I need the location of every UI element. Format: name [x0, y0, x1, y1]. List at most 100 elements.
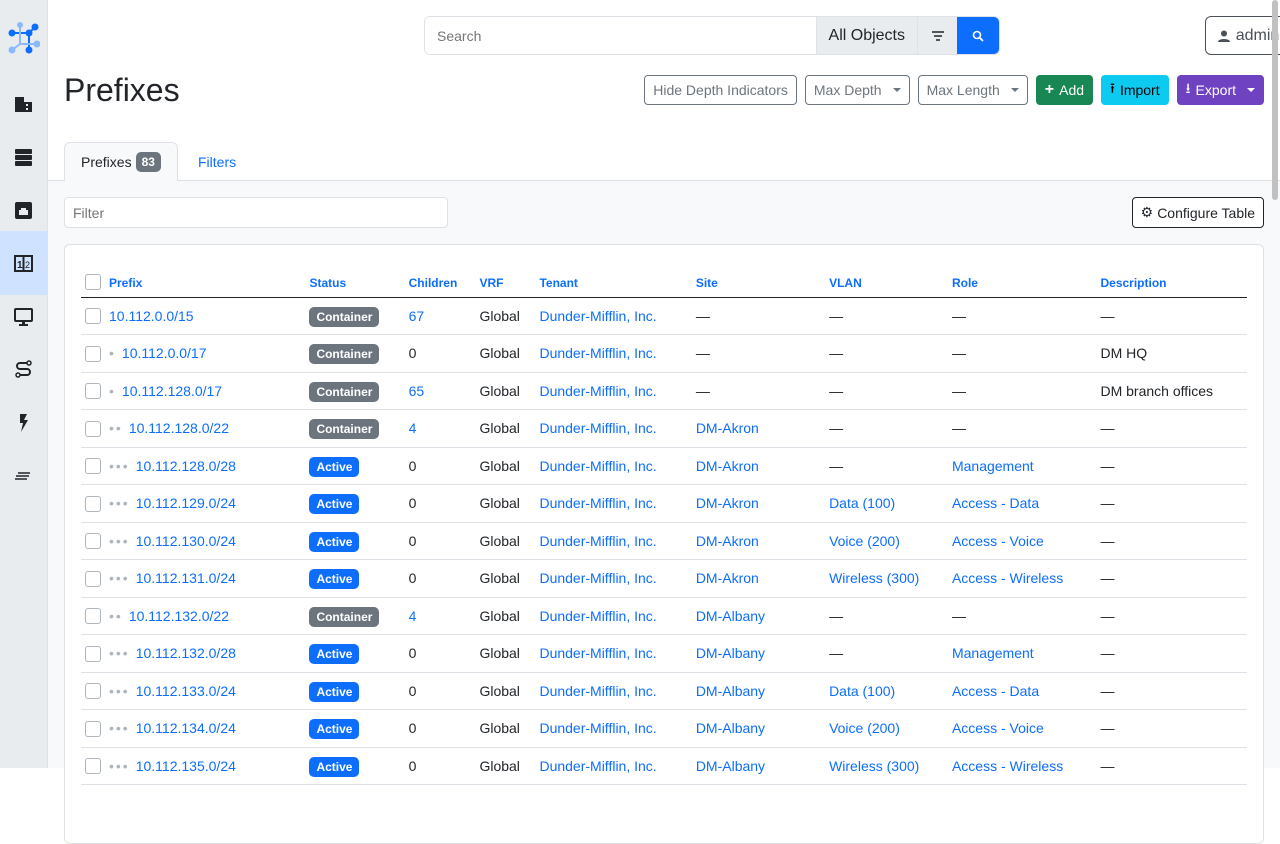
role-link[interactable]: Access - Voice [951, 720, 1044, 737]
prefix-link[interactable]: 10.112.132.0/28 [135, 645, 236, 662]
column-header-tenant[interactable]: Tenant [535, 265, 692, 298]
site-link[interactable]: DM-Albany [695, 682, 766, 699]
column-header-prefix[interactable]: Prefix [105, 265, 306, 298]
row-checkbox[interactable] [85, 758, 101, 775]
column-header-site[interactable]: Site [691, 265, 826, 298]
column-header-vlan[interactable]: VLAN [825, 265, 948, 298]
column-header-description[interactable]: Description [1096, 265, 1247, 298]
tenant-link[interactable]: Dunder-Mifflin, Inc. [539, 682, 657, 699]
tab-filters[interactable]: Filters [198, 153, 237, 170]
prefix-link[interactable]: 10.112.128.0/22 [128, 420, 229, 437]
sidebar-item-other[interactable] [0, 443, 47, 507]
prefix-link[interactable]: 10.112.129.0/24 [135, 495, 236, 512]
vlan-link[interactable]: Voice (200) [829, 720, 900, 737]
tenant-link[interactable]: Dunder-Mifflin, Inc. [539, 420, 657, 437]
search-scope-select[interactable]: All Objects [815, 17, 917, 54]
sidebar-item-circuits[interactable] [0, 337, 47, 401]
search-button[interactable] [957, 17, 999, 54]
site-link[interactable]: DM-Albany [695, 720, 766, 737]
role-link[interactable]: Access - Wireless [951, 570, 1064, 587]
max-length-dropdown[interactable]: Max Length [917, 75, 1028, 105]
role-link[interactable]: Access - Wireless [951, 757, 1064, 774]
tenant-link[interactable]: Dunder-Mifflin, Inc. [539, 457, 657, 474]
site-link[interactable]: DM-Akron [695, 457, 759, 474]
row-checkbox[interactable] [85, 345, 101, 362]
vlan-link[interactable]: Voice (200) [829, 532, 900, 549]
netbox-logo-icon[interactable] [8, 22, 41, 57]
prefix-link[interactable]: 10.112.128.0/28 [135, 457, 236, 474]
row-checkbox[interactable] [85, 420, 101, 437]
import-button[interactable]: ⭱ Import [1101, 75, 1169, 105]
children-link[interactable]: 67 [408, 307, 425, 324]
column-header-children[interactable]: Children [404, 265, 476, 298]
sidebar-item-power[interactable] [0, 390, 47, 454]
select-all-checkbox[interactable] [85, 273, 101, 290]
vlan-link[interactable]: Data (100) [829, 682, 896, 699]
max-depth-dropdown[interactable]: Max Depth [804, 75, 910, 105]
vlan-link[interactable]: Data (100) [829, 495, 896, 512]
row-checkbox[interactable] [85, 683, 101, 700]
prefix-link[interactable]: 10.112.128.0/17 [121, 382, 223, 399]
prefix-link[interactable]: 10.112.0.0/15 [109, 307, 194, 324]
row-checkbox[interactable] [85, 608, 101, 625]
role-link[interactable]: Management [951, 645, 1034, 662]
search-filter-button[interactable] [917, 17, 957, 54]
tenant-link[interactable]: Dunder-Mifflin, Inc. [539, 607, 657, 624]
prefix-link[interactable]: 10.112.0.0/17 [121, 345, 207, 362]
tenant-link[interactable]: Dunder-Mifflin, Inc. [539, 382, 657, 399]
row-checkbox[interactable] [85, 533, 101, 550]
role-link[interactable]: Access - Data [951, 682, 1040, 699]
site-link[interactable]: DM-Akron [695, 420, 759, 437]
user-menu-button[interactable]: admin [1205, 16, 1280, 55]
site-link[interactable]: DM-Akron [695, 570, 759, 587]
add-button[interactable]: + Add [1035, 75, 1094, 105]
tenant-link[interactable]: Dunder-Mifflin, Inc. [539, 532, 657, 549]
role-link[interactable]: Access - Voice [951, 532, 1044, 549]
tenant-link[interactable]: Dunder-Mifflin, Inc. [539, 345, 657, 362]
export-dropdown[interactable]: ⭳ Export [1176, 75, 1264, 105]
row-checkbox[interactable] [85, 570, 101, 587]
tenant-link[interactable]: Dunder-Mifflin, Inc. [539, 645, 657, 662]
tenant-link[interactable]: Dunder-Mifflin, Inc. [539, 757, 657, 774]
prefix-link[interactable]: 10.112.135.0/24 [135, 757, 236, 774]
sidebar-item-virtualization[interactable] [0, 284, 47, 348]
row-checkbox[interactable] [85, 645, 101, 662]
vlan-link[interactable]: Wireless (300) [829, 570, 920, 587]
sidebar-item-devices[interactable] [0, 125, 47, 189]
role-link[interactable]: Management [951, 457, 1034, 474]
prefix-link[interactable]: 10.112.133.0/24 [135, 682, 236, 699]
row-checkbox[interactable] [85, 495, 101, 512]
search-input[interactable] [425, 17, 816, 54]
row-checkbox[interactable] [85, 720, 101, 737]
site-link[interactable]: DM-Akron [695, 495, 759, 512]
tenant-link[interactable]: Dunder-Mifflin, Inc. [539, 570, 657, 587]
tenant-link[interactable]: Dunder-Mifflin, Inc. [539, 720, 657, 737]
sidebar-item-organization[interactable] [0, 72, 47, 136]
role-link[interactable]: Access - Data [951, 495, 1040, 512]
row-checkbox[interactable] [85, 308, 101, 325]
scrollbar[interactable] [1272, 0, 1278, 200]
tenant-link[interactable]: Dunder-Mifflin, Inc. [539, 495, 657, 512]
prefix-link[interactable]: 10.112.134.0/24 [135, 720, 236, 737]
children-link[interactable]: 4 [408, 607, 417, 624]
row-checkbox[interactable] [85, 458, 101, 475]
children-link[interactable]: 65 [408, 382, 425, 399]
hide-depth-button[interactable]: Hide Depth Indicators [644, 75, 797, 105]
column-header-vrf[interactable]: VRF [475, 265, 536, 298]
site-link[interactable]: DM-Akron [695, 532, 759, 549]
site-link[interactable]: DM-Albany [695, 645, 766, 662]
prefix-link[interactable]: 10.112.130.0/24 [135, 532, 236, 549]
site-link[interactable]: DM-Albany [695, 607, 766, 624]
table-filter-input[interactable] [64, 197, 448, 228]
configure-table-button[interactable]: ⚙ Configure Table [1131, 197, 1264, 228]
column-header-role[interactable]: Role [947, 265, 1097, 298]
tenant-link[interactable]: Dunder-Mifflin, Inc. [539, 307, 657, 324]
children-link[interactable]: 4 [408, 420, 417, 437]
sidebar-item-connections[interactable] [0, 178, 47, 242]
site-link[interactable]: DM-Albany [695, 757, 766, 774]
column-header-status[interactable]: Status [305, 265, 405, 298]
prefix-link[interactable]: 10.112.132.0/22 [128, 607, 229, 624]
prefix-link[interactable]: 10.112.131.0/24 [135, 570, 236, 587]
row-checkbox[interactable] [85, 383, 101, 400]
